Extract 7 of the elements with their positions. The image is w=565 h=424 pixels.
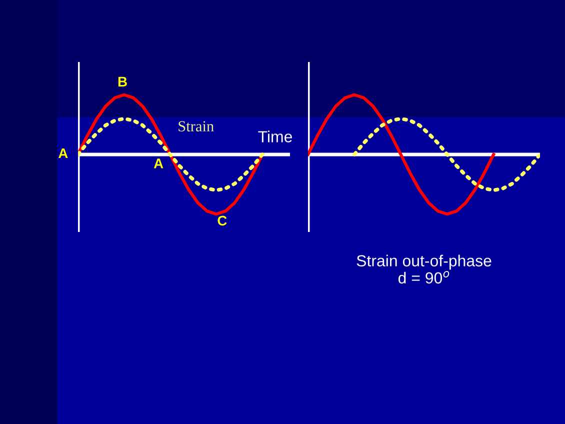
text: Strain out-of-phase d = 90$^{o}$ [356,254,492,284]
series-label: Strain [178,121,214,132]
text: B [118,76,127,86]
x-axis-title: Time [258,130,292,142]
annotation: A [154,158,164,168]
text: A [58,148,68,158]
text: C [218,216,227,226]
